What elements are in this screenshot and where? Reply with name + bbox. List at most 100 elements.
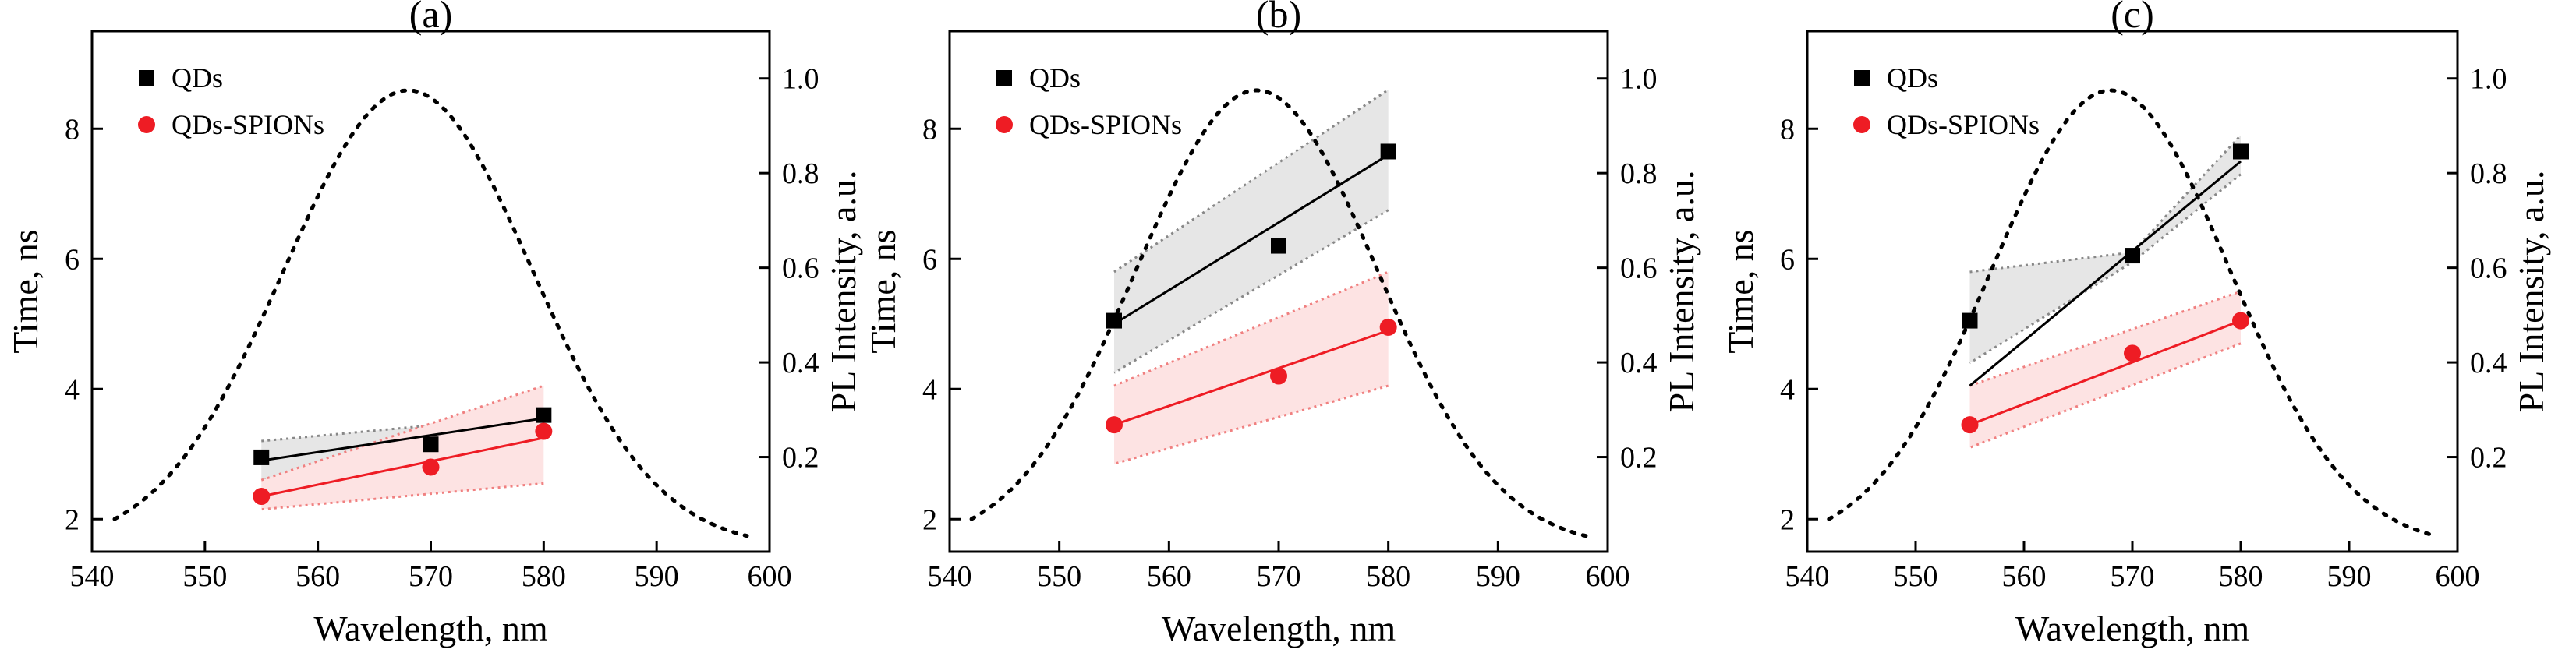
panel-a: (a) 540 550 560 570 580 590 600 2 4 6 8 0.2 0.4 0.6 0.8… — [5, 0, 863, 648]
y-tick-label: 4 — [65, 373, 80, 406]
y2-tick-label: 0.8 — [2470, 157, 2507, 190]
y2-tick-label: 0.4 — [2470, 347, 2507, 379]
x-tick-label: 580 — [522, 560, 566, 593]
qds-data-point — [536, 407, 552, 423]
y-tick-label: 6 — [1780, 243, 1795, 276]
x-tick-label: 540 — [70, 560, 115, 593]
y2-tick-label: 0.6 — [2470, 252, 2507, 285]
pl-intensity-curve — [969, 88, 1588, 538]
legend-qds-marker — [996, 70, 1012, 86]
band-lower-edge — [1969, 342, 2242, 449]
legend-qds-marker — [1854, 70, 1870, 86]
x-tick-label: 570 — [2111, 560, 2155, 593]
y2-tick-label: 0.2 — [1620, 442, 1658, 475]
qds-data-point — [1380, 143, 1396, 160]
band-upper-edge — [1969, 290, 2242, 387]
legend-qds-spions-label: QDs-SPIONs — [1887, 109, 2040, 140]
qds-spions-data-point — [2232, 312, 2249, 330]
y2-tick-label: 0.2 — [2470, 442, 2507, 475]
x-tick-label: 590 — [1476, 560, 1520, 593]
y2-tick-label: 1.0 — [2470, 63, 2507, 96]
qds-fit-line — [1969, 160, 2242, 387]
qds-data-point — [1271, 238, 1286, 254]
y2-tick-label: 0.2 — [782, 442, 819, 475]
legend-qds-label: QDs — [1887, 62, 1938, 94]
band-lower-edge — [1113, 384, 1389, 465]
legend-qds-marker — [139, 70, 154, 86]
qds-data-point — [2233, 143, 2249, 160]
y2-tick-label: 1.0 — [782, 63, 819, 96]
panel-title: (a) — [409, 0, 453, 36]
y2-axis-label: PL Intensity, a.u. — [823, 171, 863, 413]
y-tick-label: 2 — [922, 503, 937, 536]
y-tick-label: 6 — [922, 243, 937, 276]
qds-spions-data-point — [1379, 318, 1397, 336]
y2-axis-label: PL Intensity, a.u. — [2511, 171, 2551, 413]
x-tick-label: 580 — [2219, 560, 2263, 593]
y-tick-label: 2 — [1780, 503, 1795, 536]
panel-title: (c) — [2111, 0, 2154, 36]
y2-tick-label: 0.6 — [782, 252, 819, 285]
legend-qds-spions-label: QDs-SPIONs — [172, 109, 324, 140]
x-tick-label: 590 — [635, 560, 679, 593]
legend-qds-spions-marker — [996, 116, 1013, 133]
x-tick-label: 570 — [409, 560, 453, 593]
qds-fit-line — [261, 417, 544, 462]
pl-intensity-curve — [112, 88, 749, 538]
y-tick-label: 2 — [65, 503, 80, 536]
x-tick-label: 560 — [2002, 560, 2047, 593]
y2-tick-label: 0.8 — [782, 157, 819, 190]
confidence-band — [1969, 135, 2241, 363]
y2-tick-label: 0.8 — [1620, 157, 1658, 190]
x-tick-label: 600 — [2436, 560, 2480, 593]
panel-title: (b) — [1256, 0, 1301, 36]
y2-axis-label: PL Intensity, a.u. — [1661, 171, 1701, 413]
confidence-band — [261, 386, 544, 510]
confidence-band — [1114, 271, 1389, 464]
x-tick-label: 570 — [1257, 560, 1301, 593]
qds-data-point — [2125, 248, 2140, 264]
qds-spions-data-point — [1961, 416, 1979, 434]
qds-fit-line — [1113, 154, 1389, 326]
y-tick-label: 4 — [1780, 373, 1795, 406]
qds-data-point — [1106, 312, 1122, 329]
qds-spions-fit-line — [260, 436, 544, 498]
y-axis-label: Time, ns — [5, 229, 45, 353]
qds-data-point — [253, 449, 270, 465]
x-axis-label: Wavelength, nm — [1162, 609, 1396, 648]
x-tick-label: 580 — [1366, 560, 1410, 593]
qds-spions-data-point — [535, 422, 553, 440]
legend-qds-label: QDs — [1029, 62, 1081, 94]
qds-spions-data-point — [422, 458, 440, 476]
legend-qds-spions-marker — [138, 116, 155, 133]
x-axis-label: Wavelength, nm — [313, 609, 548, 648]
legend-qds-label: QDs — [172, 62, 223, 94]
x-tick-label: 550 — [1037, 560, 1081, 593]
qds-data-point — [423, 436, 439, 453]
x-tick-label: 550 — [1894, 560, 1938, 593]
x-tick-label: 540 — [928, 560, 972, 593]
qds-spions-data-point — [1270, 367, 1287, 385]
x-tick-label: 560 — [295, 560, 340, 593]
panel-b: (b) 540 550 560 570 580 590 600 2 4 6 8 0.2 0.4 0.6 0.8… — [863, 0, 1701, 648]
y2-tick-label: 0.4 — [782, 347, 819, 379]
x-tick-label: 590 — [2327, 560, 2372, 593]
qds-spions-data-point — [2124, 344, 2141, 362]
panel-c: (c) 540 550 560 570 580 590 600 2 4 6 8 0.2 0.4 0.6 0.8… — [1721, 0, 2551, 648]
y-tick-label: 8 — [1780, 113, 1795, 146]
x-tick-label: 560 — [1147, 560, 1191, 593]
x-tick-label: 600 — [1586, 560, 1630, 593]
qds-spions-fit-line — [1969, 319, 2242, 426]
confidence-band — [1969, 291, 2241, 448]
x-tick-label: 550 — [182, 560, 227, 593]
qds-data-point — [1962, 312, 1978, 329]
qds-spions-fit-line — [1113, 329, 1389, 426]
qds-spions-data-point — [253, 488, 271, 506]
qds-spions-data-point — [1106, 416, 1123, 434]
y-tick-label: 8 — [65, 113, 80, 146]
y2-tick-label: 0.6 — [1620, 252, 1658, 285]
y-axis-label: Time, ns — [1721, 229, 1760, 353]
y-axis-label: Time, ns — [863, 229, 903, 353]
x-tick-label: 600 — [748, 560, 792, 593]
